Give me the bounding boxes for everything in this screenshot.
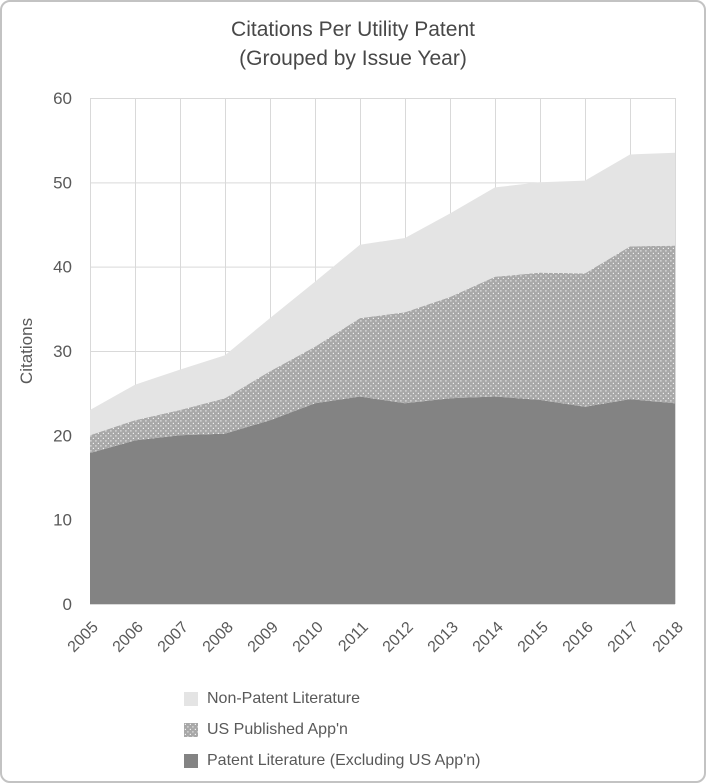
svg-text:30: 30 <box>53 342 72 361</box>
x-axis-ticks: 2005 2006 2007 2008 2009 2010 2011 2012 2013 2014… <box>65 619 687 656</box>
svg-text:2012: 2012 <box>380 619 417 656</box>
legend-label: Patent Literature (Excluding US App'n) <box>207 751 481 769</box>
legend-item: Non-Patent Literature <box>184 683 480 714</box>
area-series-2 <box>90 152 675 436</box>
svg-text:2013: 2013 <box>425 619 462 656</box>
chart-legend: Non-Patent Literature US Published App'n P… <box>184 683 480 776</box>
legend-item: Patent Literature (Excluding US App'n) <box>184 745 480 776</box>
svg-text:10: 10 <box>53 511 72 530</box>
legend-swatch-icon <box>184 691 198 706</box>
chart-title-line-1: Citations Per Utility Patent <box>231 18 475 41</box>
legend-swatch-icon <box>184 722 198 737</box>
chart-title: Citations Per Utility Patent (Grouped by… <box>2 15 704 73</box>
legend-label: Non-Patent Literature <box>207 689 360 707</box>
svg-text:2006: 2006 <box>110 619 147 656</box>
legend-swatch-icon <box>184 753 198 768</box>
area-series-1 <box>90 245 675 453</box>
svg-text:2008: 2008 <box>200 619 237 656</box>
svg-text:2010: 2010 <box>290 619 327 656</box>
chart-title-line-2: (Grouped by Issue Year) <box>239 47 467 70</box>
svg-text:2007: 2007 <box>155 619 192 656</box>
svg-text:20: 20 <box>53 426 72 445</box>
svg-text:50: 50 <box>53 173 72 192</box>
svg-text:2018: 2018 <box>650 619 687 656</box>
svg-text:40: 40 <box>53 258 72 277</box>
svg-text:2005: 2005 <box>65 619 102 656</box>
svg-text:2014: 2014 <box>470 619 507 656</box>
y-axis-ticks: 0 10 20 30 40 50 60 <box>53 89 72 614</box>
svg-text:2011: 2011 <box>335 619 371 655</box>
svg-text:2017: 2017 <box>605 619 642 656</box>
svg-text:0: 0 <box>63 595 72 614</box>
area-series-0 <box>90 396 675 604</box>
svg-text:2016: 2016 <box>560 619 597 656</box>
legend-label: US Published App'n <box>207 720 348 738</box>
svg-text:2009: 2009 <box>245 619 282 656</box>
y-axis-title: Citations <box>17 318 36 384</box>
svg-text:60: 60 <box>53 89 72 108</box>
svg-text:2015: 2015 <box>515 619 552 656</box>
legend-item: US Published App'n <box>184 714 480 745</box>
